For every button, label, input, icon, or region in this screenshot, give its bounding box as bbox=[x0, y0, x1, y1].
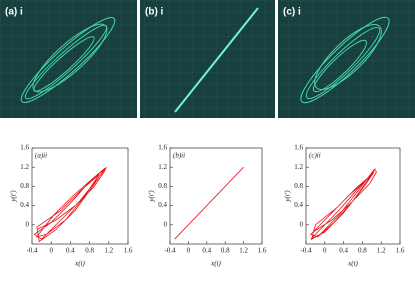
x-tick-label: 1.2 bbox=[239, 247, 248, 255]
plot-frame bbox=[169, 147, 263, 245]
x-tick-label: 0.4 bbox=[66, 247, 75, 255]
photo-label: (b) i bbox=[145, 7, 164, 18]
photo-trace bbox=[174, 7, 259, 113]
x-axis-label: x(t) bbox=[210, 260, 221, 268]
x-tick-label: 1.6 bbox=[258, 247, 267, 255]
x-tick-label: 0 bbox=[49, 247, 53, 255]
panel-label: (b)ii bbox=[173, 152, 185, 160]
photo-label: (c) i bbox=[283, 7, 301, 18]
y-tick-label: 1.6 bbox=[294, 144, 303, 152]
x-tick-label: 1.2 bbox=[104, 247, 113, 255]
x-tick-label: 0.8 bbox=[85, 247, 94, 255]
x-axis-label: x(t) bbox=[347, 260, 358, 268]
x-tick-label: 1.2 bbox=[377, 247, 386, 255]
x-tick-label: 1.6 bbox=[396, 247, 405, 255]
x-tick-label: -0.4 bbox=[26, 247, 38, 255]
data-line bbox=[309, 168, 377, 240]
x-tick-label: 0 bbox=[187, 247, 191, 255]
plot-frame bbox=[305, 147, 401, 245]
photo-trace bbox=[300, 16, 390, 104]
y-tick-label: 0.4 bbox=[20, 201, 29, 209]
x-tick-label: 1.6 bbox=[124, 247, 133, 255]
y-tick-label: 0.4 bbox=[158, 201, 167, 209]
y-tick-label: 0.8 bbox=[158, 182, 167, 190]
x-tick-label: 0.4 bbox=[339, 247, 348, 255]
y-tick-label: 1.2 bbox=[20, 163, 29, 171]
photo-grid bbox=[0, 0, 137, 118]
y-tick-label: 0.4 bbox=[294, 201, 303, 209]
x-tick-label: -0.4 bbox=[300, 247, 312, 255]
data-line bbox=[174, 166, 244, 240]
y-tick-label: 0 bbox=[26, 220, 30, 228]
panel-label: (a)ii bbox=[35, 152, 47, 160]
x-axis-label: x(t) bbox=[74, 260, 85, 268]
x-tick-label: 0.8 bbox=[221, 247, 230, 255]
photo: (a) i bbox=[0, 0, 137, 118]
y-axis-label: y(t') bbox=[284, 190, 292, 203]
x-tick-label: 0.8 bbox=[358, 247, 367, 255]
photo: (c) i bbox=[278, 0, 415, 118]
plot-frame bbox=[31, 147, 129, 245]
photo-trace bbox=[20, 17, 116, 103]
y-tick-label: 0 bbox=[164, 220, 168, 228]
data-line bbox=[33, 166, 107, 243]
y-tick-label: 0 bbox=[300, 220, 304, 228]
x-tick-label: 0.4 bbox=[202, 247, 211, 255]
y-tick-label: 1.2 bbox=[158, 163, 167, 171]
photo: (b) i bbox=[140, 0, 275, 118]
y-tick-label: 1.6 bbox=[20, 144, 29, 152]
x-tick-label: 0 bbox=[323, 247, 327, 255]
y-tick-label: 0.8 bbox=[20, 182, 29, 190]
photo-grid bbox=[140, 0, 275, 118]
y-tick-label: 1.6 bbox=[158, 144, 167, 152]
y-tick-label: 1.2 bbox=[294, 163, 303, 171]
panel-label: (c)ii bbox=[309, 152, 321, 160]
y-tick-label: 0.8 bbox=[294, 182, 303, 190]
y-axis-label: y(t') bbox=[10, 190, 18, 203]
photo-label: (a) i bbox=[5, 7, 23, 18]
y-axis-label: y(t') bbox=[148, 190, 156, 203]
x-tick-label: -0.4 bbox=[164, 247, 176, 255]
photo-grid bbox=[278, 0, 415, 118]
